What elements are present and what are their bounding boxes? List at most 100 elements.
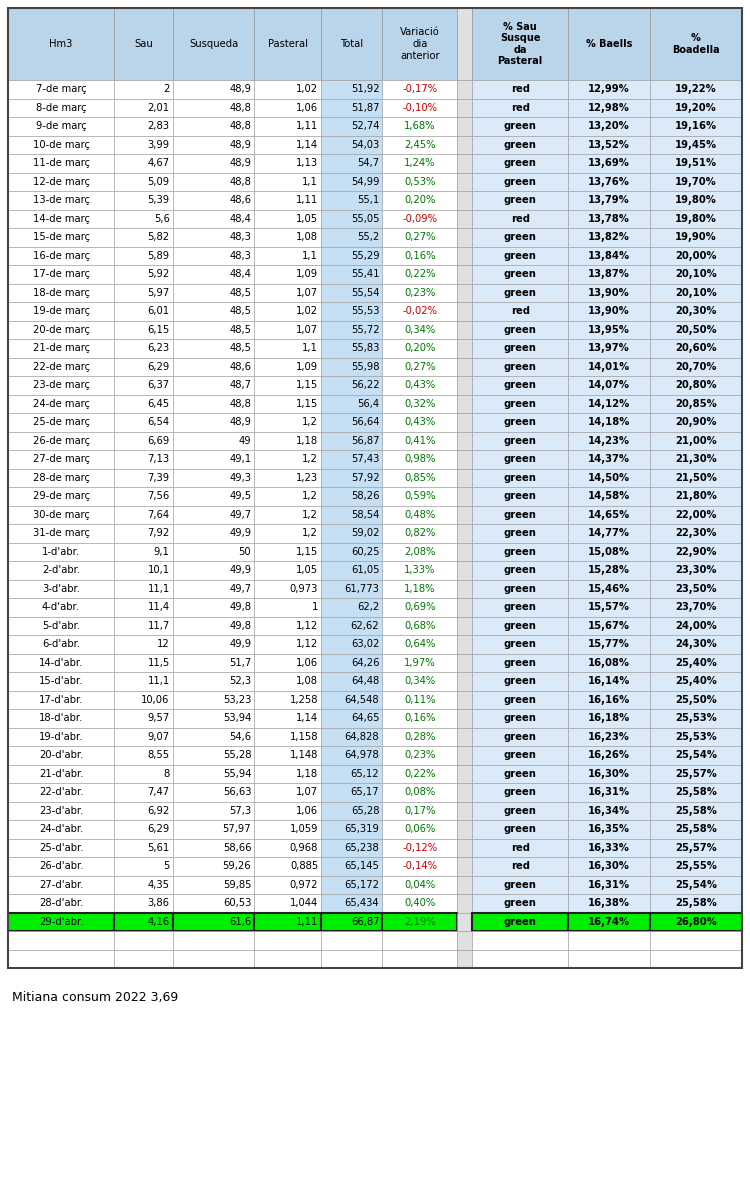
Bar xyxy=(382,395,458,413)
Bar xyxy=(8,857,114,876)
Bar xyxy=(254,672,321,690)
Bar xyxy=(458,635,472,654)
Bar xyxy=(254,210,321,228)
Text: Mitiana consum 2022 3,69: Mitiana consum 2022 3,69 xyxy=(12,990,178,1003)
Text: 57,3: 57,3 xyxy=(230,805,251,816)
Bar xyxy=(254,283,321,302)
Bar xyxy=(650,690,742,709)
Bar xyxy=(568,265,650,283)
Text: green: green xyxy=(504,917,536,926)
Bar xyxy=(172,654,254,672)
Text: 21,30%: 21,30% xyxy=(675,455,717,464)
Text: 25,55%: 25,55% xyxy=(675,862,717,871)
Text: 13,20%: 13,20% xyxy=(588,121,630,131)
Text: 1,2: 1,2 xyxy=(302,491,318,502)
Bar xyxy=(650,782,742,802)
Bar xyxy=(650,802,742,820)
Bar xyxy=(172,450,254,468)
Text: Variació
dia
anterior: Variació dia anterior xyxy=(400,28,439,60)
Text: 21-d'abr.: 21-d'abr. xyxy=(39,769,83,779)
Text: 0,27%: 0,27% xyxy=(404,361,436,372)
Bar xyxy=(472,487,568,505)
Bar xyxy=(254,338,321,358)
Bar xyxy=(321,338,382,358)
Bar xyxy=(382,635,458,654)
Bar xyxy=(321,191,382,210)
Bar xyxy=(114,617,172,635)
Bar xyxy=(650,338,742,358)
Text: 1,18%: 1,18% xyxy=(404,583,436,594)
Bar xyxy=(8,524,114,542)
Bar xyxy=(568,690,650,709)
Bar xyxy=(568,598,650,617)
Text: 19,20%: 19,20% xyxy=(675,103,717,113)
Text: 52,3: 52,3 xyxy=(230,677,251,686)
Text: 15,08%: 15,08% xyxy=(588,547,630,557)
Bar xyxy=(382,912,458,931)
Bar xyxy=(172,358,254,376)
Text: green: green xyxy=(504,602,536,612)
Bar xyxy=(254,358,321,376)
Text: 6,29: 6,29 xyxy=(148,361,170,372)
Bar xyxy=(254,80,321,98)
Bar xyxy=(321,265,382,283)
Bar xyxy=(321,727,382,746)
Bar xyxy=(568,487,650,505)
Bar xyxy=(321,709,382,727)
Text: 4,35: 4,35 xyxy=(148,880,170,889)
Bar xyxy=(458,432,472,450)
Text: 23-de març: 23-de març xyxy=(32,380,89,390)
Text: 48,3: 48,3 xyxy=(230,233,251,242)
Bar xyxy=(458,949,472,968)
Bar xyxy=(382,820,458,839)
Bar xyxy=(114,635,172,654)
Text: green: green xyxy=(504,121,536,131)
Text: 1,059: 1,059 xyxy=(290,824,318,834)
Bar xyxy=(382,210,458,228)
Bar xyxy=(568,802,650,820)
Text: 23,50%: 23,50% xyxy=(675,583,717,594)
Text: % Baells: % Baells xyxy=(586,38,632,49)
Text: 55,98: 55,98 xyxy=(351,361,380,372)
Text: 1,148: 1,148 xyxy=(290,750,318,761)
Text: 58,66: 58,66 xyxy=(223,842,251,853)
Bar xyxy=(8,727,114,746)
Bar xyxy=(458,376,472,395)
Text: 13,97%: 13,97% xyxy=(588,343,630,353)
Bar xyxy=(382,598,458,617)
Bar xyxy=(568,413,650,432)
Bar xyxy=(472,505,568,524)
Text: green: green xyxy=(504,695,536,704)
Bar xyxy=(114,173,172,191)
Text: 65,17: 65,17 xyxy=(351,787,380,797)
Bar xyxy=(650,580,742,598)
Text: 48,9: 48,9 xyxy=(230,84,251,95)
Bar xyxy=(472,468,568,487)
Bar xyxy=(472,690,568,709)
Bar xyxy=(172,802,254,820)
Bar xyxy=(568,727,650,746)
Bar xyxy=(650,358,742,376)
Text: 12,98%: 12,98% xyxy=(588,103,630,113)
Bar xyxy=(172,542,254,560)
Text: Susqueda: Susqueda xyxy=(189,38,238,49)
Bar xyxy=(472,80,568,98)
Text: 26,80%: 26,80% xyxy=(675,917,717,926)
Text: 1,1: 1,1 xyxy=(302,343,318,353)
Bar xyxy=(321,690,382,709)
Bar xyxy=(8,690,114,709)
Bar xyxy=(8,154,114,173)
Bar xyxy=(650,894,742,912)
Text: 49,9: 49,9 xyxy=(230,640,251,649)
Text: 21,50%: 21,50% xyxy=(675,473,717,482)
Text: 9,57: 9,57 xyxy=(148,713,170,724)
Bar xyxy=(114,283,172,302)
Text: 16,31%: 16,31% xyxy=(588,787,630,797)
Bar xyxy=(8,98,114,116)
Bar xyxy=(114,191,172,210)
Bar xyxy=(321,432,382,450)
Text: 16,30%: 16,30% xyxy=(588,769,630,779)
Bar xyxy=(650,191,742,210)
Text: green: green xyxy=(504,620,536,631)
Text: 0,968: 0,968 xyxy=(290,842,318,853)
